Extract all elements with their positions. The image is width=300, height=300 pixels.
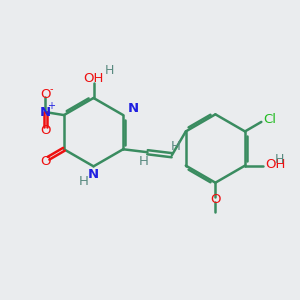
Text: OH: OH: [83, 72, 104, 85]
Text: O: O: [40, 88, 51, 101]
Text: N: N: [87, 168, 98, 181]
Text: +: +: [47, 101, 56, 111]
Text: OH: OH: [265, 158, 286, 171]
Text: O: O: [210, 193, 220, 206]
Text: H: H: [139, 154, 149, 168]
Text: Cl: Cl: [263, 113, 276, 126]
Text: H: H: [274, 153, 284, 166]
Text: N: N: [128, 102, 139, 115]
Text: O: O: [40, 124, 51, 137]
Text: H: H: [170, 140, 180, 153]
Text: H: H: [104, 64, 114, 77]
Text: N: N: [40, 106, 51, 118]
Text: H: H: [79, 175, 89, 188]
Text: -: -: [50, 85, 53, 94]
Text: O: O: [40, 155, 51, 168]
